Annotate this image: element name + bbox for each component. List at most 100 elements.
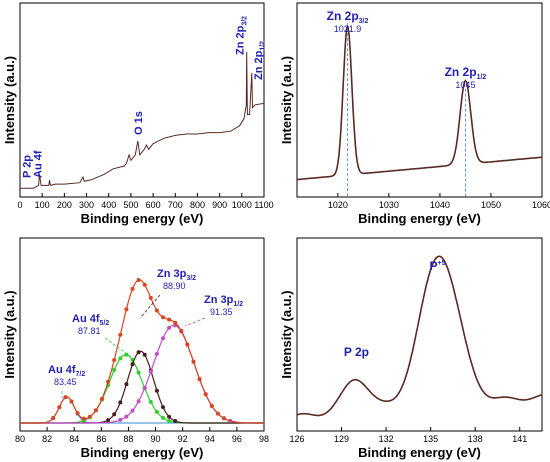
y-axis-label: Intensity (a.u.) (279, 290, 294, 378)
envelope-point (51, 416, 56, 420)
envelope-point (215, 411, 220, 416)
x-tick-label: 1040 (430, 200, 450, 210)
component-point (148, 399, 153, 404)
envelope-point (63, 395, 68, 400)
component-point (167, 419, 172, 423)
x-axis-label: Binding energy (eV) (358, 211, 481, 226)
x-tick-label: 135 (423, 434, 438, 444)
envelope-point (142, 282, 147, 287)
component-point (124, 414, 129, 419)
x-axis-label: Binding energy (eV) (358, 445, 481, 460)
component-point (154, 388, 159, 393)
envelope-point (148, 295, 153, 300)
peak-label-p2p: P 2p (344, 345, 369, 359)
component-point (112, 412, 117, 417)
panel-zn2p: 1020 1030 1040 1050 1060 Binding energy (eV) I… (279, 2, 550, 226)
x-tick-label: 400 (101, 200, 116, 210)
component-point (118, 356, 123, 361)
x-tick-label: 900 (212, 200, 227, 210)
panel-au4f_zn3p: 80 82 84 86 88 90 92 94 96 98 Binding energy (eV) I… (2, 237, 269, 460)
panel-p2p: 126 129 132 135 138 141 Binding energy (eV) Int… (279, 237, 543, 460)
zn2p-spectrum-line (296, 26, 543, 181)
envelope-point (112, 358, 117, 362)
x-tick-label: 1000 (232, 200, 252, 210)
panel-survey: 0 100 200 300 400 500 600 700 800 900 1000 1100 Bind… (2, 2, 274, 226)
x-axis-label: Binding energy (eV) (81, 445, 204, 460)
x-tick-label: 96 (232, 434, 242, 444)
plot-frame (296, 237, 543, 432)
envelope-point (209, 403, 214, 408)
component-point (136, 399, 141, 404)
x-tick-label: 138 (468, 434, 483, 444)
component-point (142, 352, 147, 357)
component-label: Zn 3p1/2 (204, 294, 243, 308)
plot-frame (19, 237, 265, 432)
x-tick-label: 1050 (481, 200, 501, 210)
component-point (136, 370, 141, 375)
envelope-point (197, 377, 202, 382)
peak-label-p5: P+5 (430, 259, 446, 273)
envelope-point (203, 392, 208, 397)
component-position-label: 91.35 (210, 307, 233, 317)
x-tick-label: 1030 (379, 200, 399, 210)
component-point (118, 400, 123, 405)
envelope-point (167, 317, 172, 322)
envelope-point (161, 315, 165, 320)
x-tick-label: 500 (123, 200, 138, 210)
component-point (161, 336, 165, 341)
y-axis-label: Intensity (a.u.) (2, 290, 17, 378)
component-position-label: 83.45 (54, 377, 77, 387)
annotation-leader (184, 317, 206, 327)
annotation-leader (139, 294, 161, 319)
component-point (118, 417, 123, 422)
component-point (154, 409, 159, 414)
x-tick-label: 100 (35, 200, 50, 210)
component-point (161, 405, 165, 410)
component-label: Au 4f7/2 (48, 364, 85, 378)
x-tick-label: 92 (178, 434, 188, 444)
x-tick-label: 600 (146, 200, 161, 210)
x-tick-label: 84 (69, 434, 79, 444)
y-axis-label: Intensity (a.u.) (279, 56, 294, 144)
plot-frame (19, 2, 265, 198)
x-tick-label: 141 (512, 434, 527, 444)
component-point (142, 386, 147, 390)
x-tick-label: 82 (42, 434, 52, 444)
component-point (161, 415, 165, 420)
envelope-point (93, 408, 98, 413)
x-tick-label: 800 (190, 200, 205, 210)
x-tick-label: 1020 (328, 200, 348, 210)
plot-frame (296, 2, 543, 198)
envelope-point (100, 396, 104, 401)
peak-label-p2p: P 2p (22, 155, 34, 178)
x-tick-label: 90 (151, 434, 161, 444)
x-tick-label: 700 (168, 200, 183, 210)
survey-spectrum-line (20, 51, 265, 189)
component-label: Zn 3p3/2 (157, 268, 196, 282)
envelope-point (81, 416, 86, 421)
component-label: Au 4f5/2 (72, 313, 109, 327)
envelope-point (179, 328, 184, 333)
x-tick-label: 0 (17, 200, 22, 210)
envelope-point (87, 414, 92, 419)
peak-label-au4f: Au 4f (33, 150, 45, 178)
peak-label: Zn 2p1/2 (445, 65, 487, 81)
x-tick-label: 200 (57, 200, 72, 210)
component-point (130, 408, 135, 413)
envelope-point (124, 307, 129, 312)
peak-position-label: 1021.9 (334, 24, 362, 34)
component-line (20, 396, 264, 424)
x-tick-label: 132 (379, 434, 394, 444)
x-tick-label: 1100 (254, 200, 273, 210)
annotation-leader (104, 337, 131, 357)
envelope-point (185, 342, 190, 347)
x-tick-label: 86 (96, 434, 106, 444)
x-tick-label: 88 (123, 434, 133, 444)
component-position-label: 87.81 (78, 326, 101, 336)
component-point (148, 369, 153, 374)
p2p-spectrum-line (296, 255, 543, 417)
component-point (167, 325, 172, 330)
component-point (130, 362, 135, 367)
component-point (154, 351, 159, 356)
envelope-point (173, 320, 178, 325)
